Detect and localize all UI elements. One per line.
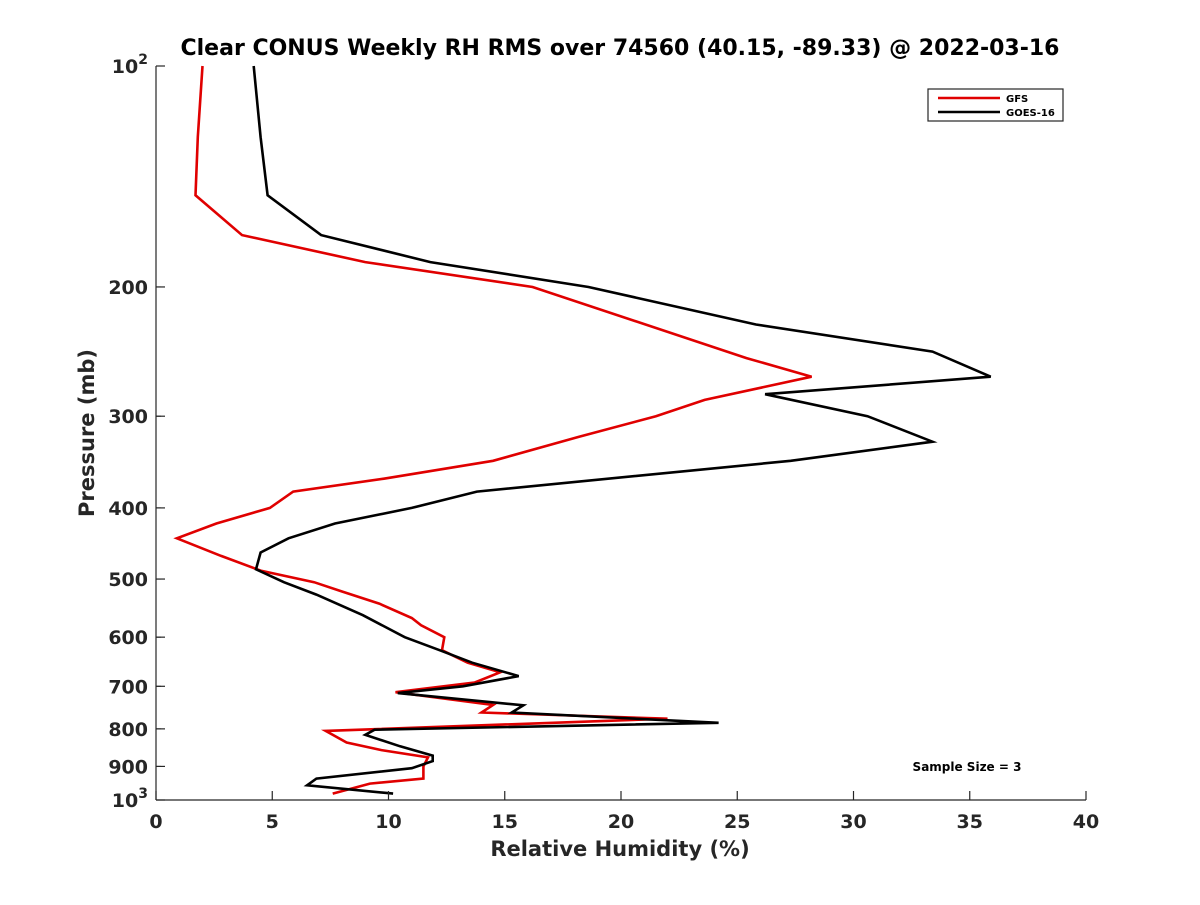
legend: GFS GOES-16 xyxy=(927,88,1064,122)
legend-label: GFS xyxy=(1006,94,1028,105)
legend-box xyxy=(927,88,1064,122)
x-tick-label: 40 xyxy=(1073,811,1099,833)
x-tick-label: 30 xyxy=(840,811,866,833)
legend-label: GOES-16 xyxy=(1006,108,1055,119)
y-tick-label: 300 xyxy=(108,406,148,428)
y-tick-label: 102 xyxy=(112,52,148,78)
x-tick-label: 15 xyxy=(492,811,518,833)
y-tick-label: 600 xyxy=(108,627,148,649)
y-tick-label: 200 xyxy=(108,277,148,299)
series-line-goes-16 xyxy=(252,65,992,795)
chart-title: Clear CONUS Weekly RH RMS over 74560 (40… xyxy=(181,36,1060,61)
y-tick-label: 400 xyxy=(108,498,148,520)
x-tick-label: 0 xyxy=(149,811,162,833)
series-line-gfs xyxy=(173,65,812,795)
y-axis-label: Pressure (mb) xyxy=(75,349,99,517)
axes: 0 5 10 15 20 25 30 35 40 102 200 300 400 500 600 700 800… xyxy=(108,52,1099,833)
y-tick-label: 700 xyxy=(108,676,148,698)
y-tick-label: 103 xyxy=(112,786,148,812)
y-tick-label: 800 xyxy=(108,719,148,741)
x-tick-label: 20 xyxy=(608,811,634,833)
x-tick-label: 35 xyxy=(957,811,983,833)
plot-area xyxy=(173,65,992,795)
x-axis-label: Relative Humidity (%) xyxy=(490,837,749,861)
x-tick-label: 25 xyxy=(724,811,750,833)
x-tick-label: 10 xyxy=(375,811,401,833)
y-tick-label: 900 xyxy=(108,756,148,778)
x-tick-label: 5 xyxy=(266,811,279,833)
y-tick-label: 500 xyxy=(108,569,148,591)
sample-size-annotation: Sample Size = 3 xyxy=(913,760,1022,774)
